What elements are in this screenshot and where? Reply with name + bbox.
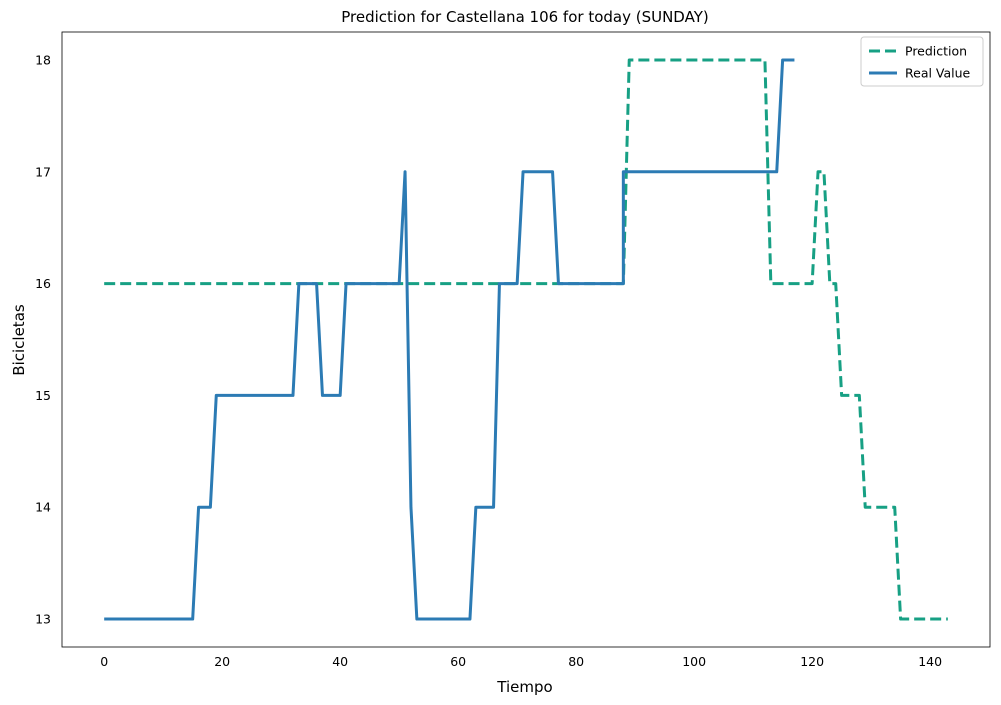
- y-tick-label: 18: [35, 52, 51, 67]
- y-tick-label: 17: [35, 164, 51, 179]
- x-tick-label: 0: [100, 654, 108, 669]
- x-axis-label: Tiempo: [496, 678, 552, 696]
- legend-label: Prediction: [905, 44, 967, 59]
- y-tick-label: 16: [35, 276, 51, 291]
- legend-label: Real Value: [905, 66, 971, 81]
- y-tick-label: 13: [35, 612, 51, 627]
- y-tick-label: 15: [35, 388, 51, 403]
- x-tick-label: 140: [918, 654, 942, 669]
- x-tick-label: 80: [568, 654, 584, 669]
- x-tick-label: 60: [450, 654, 466, 669]
- chart-title: Prediction for Castellana 106 for today …: [341, 8, 708, 26]
- series-line-1: [104, 58, 948, 621]
- legend: Prediction Real Value: [860, 36, 984, 87]
- y-ticks: 13 14 15 16 17 18: [35, 52, 51, 626]
- x-tick-label: 100: [682, 654, 706, 669]
- series-line-2: [104, 58, 795, 621]
- x-tick-label: 20: [214, 654, 230, 669]
- plot-area: [61, 31, 991, 648]
- x-tick-label: 120: [800, 654, 824, 669]
- series-layer: [104, 58, 948, 621]
- y-tick-label: 14: [35, 500, 51, 515]
- x-ticks: 0 20 40 60 80 100 120 140: [100, 654, 942, 669]
- y-axis-label: Bicicletas: [10, 304, 28, 376]
- x-tick-label: 40: [332, 654, 348, 669]
